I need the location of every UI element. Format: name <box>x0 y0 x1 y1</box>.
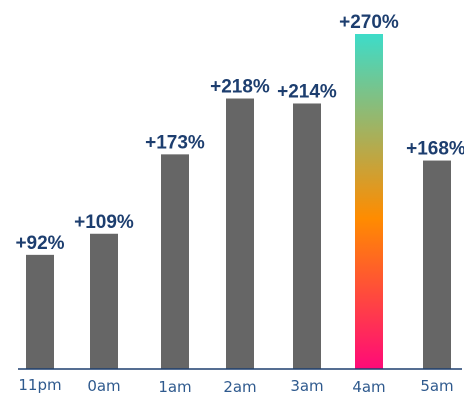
x-tick-label-4am: 4am <box>352 378 385 396</box>
value-label-3am: +214% <box>277 81 337 102</box>
value-label-4am: +270% <box>339 12 399 33</box>
x-tick-labels-layer: 11pm 0am 1am 2am 3am 4am 5am <box>18 376 453 396</box>
value-label-11pm: +92% <box>15 233 64 254</box>
x-tick-label-5am: 5am <box>420 377 453 395</box>
bar-4am <box>355 34 383 369</box>
value-label-2am: +218% <box>210 77 270 98</box>
x-tick-label-2am: 2am <box>223 378 256 396</box>
bar-3am <box>293 103 321 370</box>
bar-5am <box>423 160 451 369</box>
value-label-5am: +168% <box>406 139 464 160</box>
value-label-0am: +109% <box>74 212 134 233</box>
bar-2am <box>226 98 254 369</box>
x-tick-label-0am: 0am <box>87 377 120 395</box>
value-labels-layer: +92% +109% +173% +218% +214% +270% +168% <box>15 12 464 254</box>
bar-1am <box>161 154 189 369</box>
bars-layer <box>26 34 451 370</box>
x-tick-label-11pm: 11pm <box>18 376 61 394</box>
x-tick-label-3am: 3am <box>290 377 323 395</box>
bar-11pm <box>26 254 54 369</box>
value-label-1am: +173% <box>145 132 205 153</box>
x-tick-label-1am: 1am <box>158 378 191 396</box>
bar-0am <box>90 233 118 369</box>
